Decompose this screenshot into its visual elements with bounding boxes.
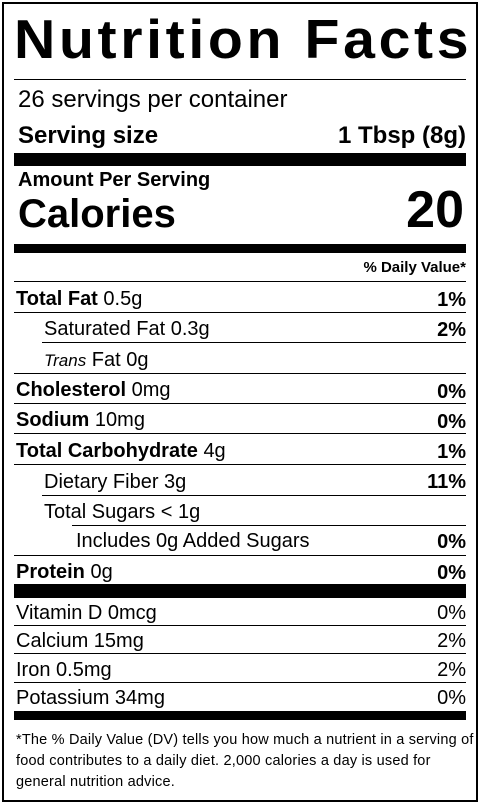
- total-fat-row: Total Fat 0.5g: [16, 288, 142, 311]
- vitamin-label: Iron 0.5mg: [16, 659, 112, 681]
- protein-label: Protein: [16, 561, 85, 583]
- total-carb-row: Total Carbohydrate 4g: [16, 440, 226, 463]
- vitamin-dv: 2%: [437, 630, 466, 652]
- vitamin-dv: 2%: [437, 659, 466, 681]
- sodium-amount: 10mg: [94, 409, 145, 431]
- added-sugars-label: Includes 0g Added Sugars: [76, 530, 310, 552]
- cholesterol-amount: 0mg: [131, 379, 171, 401]
- sodium-row: Sodium 10mg: [16, 409, 145, 432]
- divider: [14, 464, 466, 465]
- thick-divider: [14, 153, 466, 166]
- divider: [14, 373, 466, 374]
- sodium-dv: 0%: [437, 411, 466, 433]
- total-carb-dv: 1%: [437, 441, 466, 463]
- trans-fat-rest: Fat 0g: [91, 349, 149, 371]
- trans-fat-italic: Trans: [44, 351, 87, 370]
- total-fat-dv: 1%: [437, 289, 466, 311]
- thick-divider: [14, 584, 466, 598]
- serving-size-label: Serving size: [18, 122, 159, 149]
- divider: [42, 342, 466, 343]
- label-title: Nutrition Facts: [14, 8, 473, 70]
- medium-divider: [14, 711, 466, 720]
- vitamin-label: Potassium 34mg: [16, 687, 165, 709]
- calories-label: Calories: [18, 192, 176, 236]
- divider: [14, 555, 466, 556]
- vitamin-dv: 0%: [437, 687, 466, 709]
- total-carb-amount: 4g: [203, 440, 226, 462]
- cholesterol-label: Cholesterol: [16, 379, 127, 401]
- total-fat-label: Total Fat: [16, 288, 98, 310]
- sodium-label: Sodium: [16, 409, 90, 431]
- divider: [14, 281, 466, 282]
- calories-value: 20: [406, 181, 464, 239]
- protein-amount: 0g: [90, 561, 113, 583]
- total-carb-label: Total Carbohydrate: [16, 440, 198, 462]
- fiber-label: Dietary Fiber 3g: [44, 471, 187, 493]
- divider: [14, 682, 466, 683]
- footnote: *The % Daily Value (DV) tells you how mu…: [16, 732, 474, 790]
- nutrition-label: Nutrition Facts 26 servings per containe…: [2, 2, 478, 802]
- servings-per-container: 26 servings per container: [18, 86, 288, 113]
- divider: [14, 403, 466, 404]
- divider: [42, 495, 466, 496]
- divider: [14, 312, 466, 313]
- protein-row: Protein 0g: [16, 561, 113, 584]
- protein-dv: 0%: [437, 562, 466, 584]
- fiber-dv: 11%: [427, 471, 466, 493]
- divider: [72, 525, 466, 526]
- cholesterol-dv: 0%: [437, 381, 466, 403]
- vitamin-dv: 0%: [437, 602, 466, 624]
- amount-per-serving: Amount Per Serving: [18, 169, 211, 191]
- daily-value-header: % Daily Value*: [363, 259, 466, 276]
- serving-size-value: 1 Tbsp (8g): [337, 122, 466, 149]
- saturated-fat-label: Saturated Fat 0.3g: [44, 318, 210, 340]
- trans-fat-row: Trans Fat 0g: [44, 349, 148, 372]
- divider: [14, 653, 466, 654]
- vitamin-label: Vitamin D 0mcg: [16, 602, 157, 624]
- total-sugars-label: Total Sugars < 1g: [44, 501, 201, 523]
- cholesterol-row: Cholesterol 0mg: [16, 379, 171, 402]
- divider: [14, 625, 466, 626]
- total-fat-amount: 0.5g: [103, 288, 143, 310]
- medium-divider: [14, 244, 466, 253]
- divider: [14, 433, 466, 434]
- saturated-fat-dv: 2%: [437, 319, 466, 341]
- vitamin-label: Calcium 15mg: [16, 630, 144, 652]
- divider: [14, 79, 466, 80]
- added-sugars-dv: 0%: [437, 531, 466, 553]
